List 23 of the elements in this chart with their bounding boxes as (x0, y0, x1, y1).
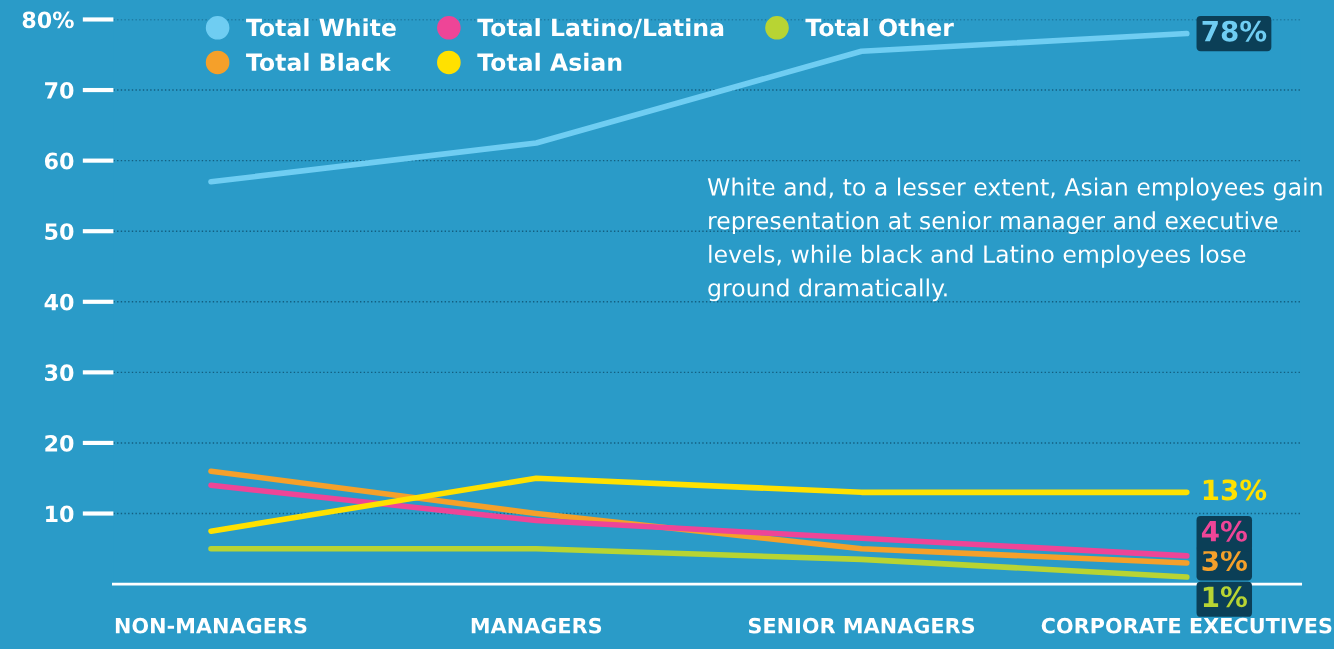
legend-label: Total Asian (477, 52, 622, 72)
data-label: 13% (1203, 479, 1267, 501)
data-label: 3% (1202, 549, 1247, 571)
data-label: 78% (1202, 20, 1267, 42)
x-tick-label: SENIOR MANAGERS (748, 617, 975, 634)
y-tick-label: 40 (44, 293, 74, 311)
y-tick-label: 20 (45, 434, 74, 452)
x-tick-label: CORPORATE EXECUTIVES (1041, 617, 1332, 634)
legend-label: Total Black (246, 52, 391, 72)
legend-label: Total White (246, 18, 396, 37)
y-tick-label: 50 (45, 223, 74, 240)
y-tick-label: 10 (46, 505, 74, 523)
y-tick-label: 30 (45, 364, 74, 382)
data-label: 1% (1203, 586, 1247, 608)
annotation: White and, to a lesser extent, Asian employees gain representation at senior manager and executive levels, while black and Latino employees lose ground dramatically. (707, 177, 1322, 302)
y-tick-label: 60 (44, 152, 74, 170)
x-tick-label: NON-MANAGERS (115, 617, 307, 634)
legend-label: Total Latino/Latina (477, 18, 724, 39)
y-tick-label: 70 (45, 82, 74, 99)
x-tick-label: MANAGERS (471, 617, 602, 634)
y-tick-label: 80% (22, 11, 74, 29)
data-label: 4% (1201, 520, 1247, 542)
legend-label: Total Other (805, 18, 954, 37)
